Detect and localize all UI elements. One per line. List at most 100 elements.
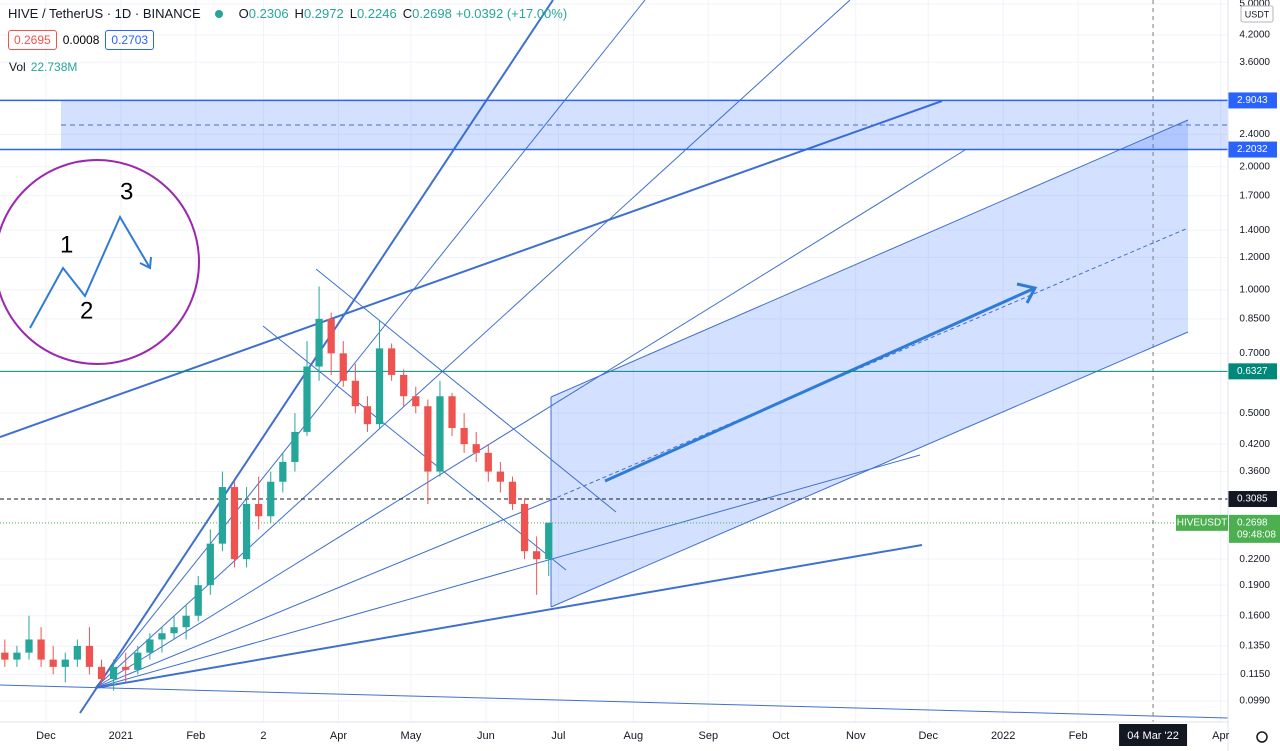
candle-body (472, 444, 480, 453)
ask[interactable]: 0.2703 (105, 30, 155, 50)
x-tick-label: Sep (698, 730, 718, 742)
candle-body (460, 428, 468, 445)
candle-body (85, 645, 94, 667)
candle-body (448, 396, 456, 429)
y-tick-label: 0.1600 (1239, 610, 1270, 621)
settings-icon[interactable] (1256, 731, 1268, 743)
ohlc-key: O (238, 6, 249, 21)
candle-body (363, 406, 372, 425)
ohlc-key: H (294, 6, 304, 21)
candle-body (73, 645, 81, 660)
y-tick-label: 0.5000 (1239, 408, 1270, 419)
y-tick-label: 0.4200 (1239, 439, 1270, 450)
candle-body (424, 406, 432, 472)
y-tick-label: 0.0990 (1239, 696, 1270, 707)
x-tick-label: Nov (846, 730, 866, 742)
x-tick-label: Aug (624, 730, 644, 742)
candle-body (242, 503, 251, 560)
y-tick-label: 0.2200 (1239, 554, 1270, 565)
fan-line (94, 0, 851, 689)
candle-body (303, 366, 311, 432)
y-tick-label: 3.6000 (1239, 57, 1270, 68)
candle-body (61, 659, 69, 667)
x-tick-label: 2021 (109, 730, 133, 742)
currency: USDT (1245, 9, 1270, 19)
y-tick-label: 0.1900 (1239, 580, 1270, 591)
candle-body (508, 481, 517, 504)
candle-body (49, 659, 57, 667)
candle-body (279, 461, 287, 482)
volume: 22.738M (30, 60, 78, 74)
wave-zigzag (29, 214, 151, 329)
fan-line (94, 454, 921, 689)
candle-body (122, 666, 130, 670)
quote: 0.2695 0.0008 0.2703 (8, 30, 155, 50)
wave-circle (0, 159, 200, 365)
fan-line (94, 499, 552, 689)
candle-body (267, 481, 275, 517)
x-tick-label: 2 (260, 730, 266, 742)
price-tag (1229, 92, 1277, 109)
bid[interactable]: 0.2695 (8, 30, 57, 50)
crosshair-label: 04 Mar '22 (1127, 730, 1179, 742)
spread: 0.0008 (62, 33, 100, 47)
volume-legend: Vol 22.738M (9, 60, 77, 74)
candle-body (520, 503, 529, 552)
down-line (262, 325, 567, 571)
x-tick-label: Jul (551, 730, 565, 742)
crosshair-box (1119, 724, 1188, 746)
time-axis (0, 722, 1228, 751)
candles (1, 286, 553, 691)
ohlc-item: H0.2972 (295, 6, 344, 21)
volume-label: Vol (9, 60, 26, 74)
candle-body (97, 666, 106, 680)
candle-body (218, 487, 227, 544)
header: HIVE / TetherUS · 1D · BINANCE O0.2306 H0… (8, 6, 567, 21)
candle-body (436, 396, 444, 472)
last-price-label: 0.2698 (1237, 517, 1268, 528)
candle-body (25, 639, 33, 653)
symbol: HIVE / TetherUS · 1D · BINANCE (8, 6, 201, 21)
y-tick-label: 1.0000 (1239, 285, 1270, 296)
candle-body (412, 396, 420, 407)
y-tick-label: 1.2000 (1239, 252, 1270, 263)
y-tick-label: 0.1350 (1239, 641, 1270, 652)
candle-body (496, 471, 505, 482)
symbol-tag (1176, 514, 1228, 531)
candle-body (351, 380, 359, 407)
trend-line (0, 100, 943, 438)
arrow (604, 286, 1036, 483)
price-tag-label: 0.3085 (1237, 494, 1268, 505)
fan-line (94, 149, 966, 689)
price-tag-label: 2.2032 (1237, 144, 1268, 155)
candle-body (1, 652, 9, 660)
wave-label: 2 (80, 297, 93, 324)
x-tick-label: Jun (477, 730, 495, 742)
x-tick-label: Oct (772, 730, 789, 742)
ohlc-value: 0.2246 (356, 6, 397, 21)
channel-top (550, 119, 1189, 398)
change: +0.0392 (+17.00%) (455, 6, 568, 21)
y-tick-label: 0.1150 (1240, 669, 1270, 680)
ohlc-value: 0.2698 (412, 6, 452, 21)
ohlc-item: C0.2698 (403, 6, 452, 21)
fan-line (94, 0, 646, 689)
ohlc-value: 0.2972 (303, 6, 344, 21)
candle-body (206, 543, 214, 586)
candle-body (158, 633, 166, 640)
candle-body (13, 652, 21, 660)
wave-label: 3 (120, 178, 133, 205)
axes: 5.0000 4.2000 3.6000 2.4000 2.0000 1.7000 1.40… (36, 0, 1280, 746)
y-tick-label: 0.8500 (1239, 313, 1270, 324)
y-tick-label: 4.2000 (1239, 30, 1270, 41)
x-tick-label: May (401, 730, 422, 742)
wave-arrow (139, 256, 152, 270)
ohlc-key: C (402, 6, 413, 21)
candle-body (375, 348, 384, 425)
price-tag-label: 2.9043 (1237, 95, 1268, 106)
ohlc-item: O0.2306 (239, 6, 289, 21)
candle-body (327, 318, 335, 354)
currency-box (1240, 5, 1274, 23)
